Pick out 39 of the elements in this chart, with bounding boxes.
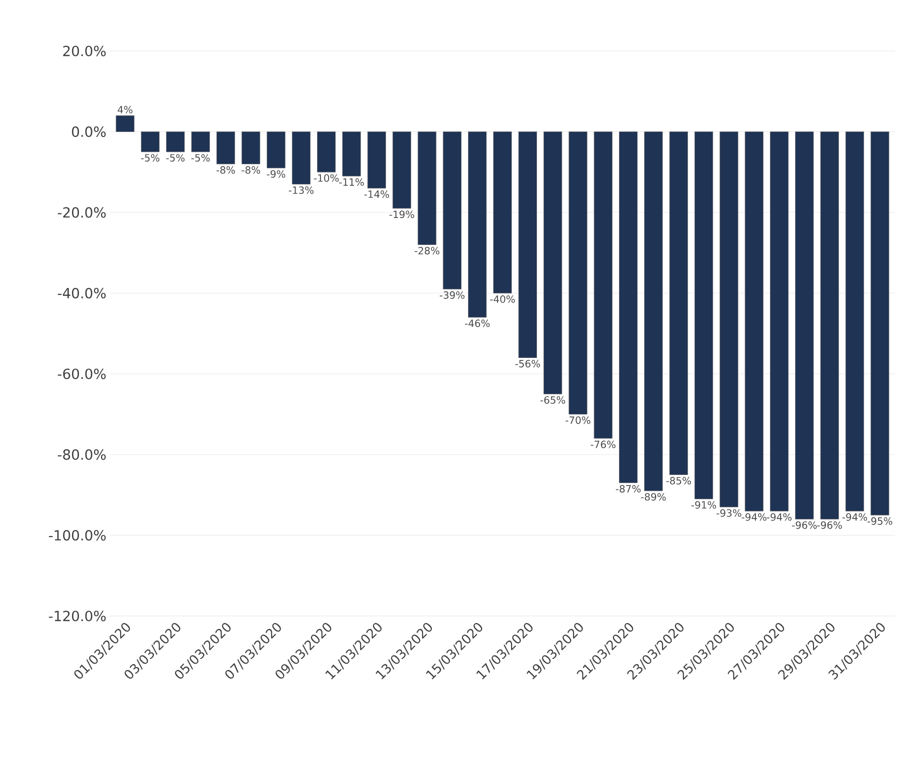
y-tick-label: -120.0%: [48, 610, 106, 622]
data-label: -40%: [490, 295, 515, 303]
y-tick-label: 0.0%: [72, 126, 106, 137]
data-label: -14%: [364, 190, 390, 198]
y-tick-label: -60.0%: [58, 368, 106, 380]
data-label: -96%: [792, 521, 817, 529]
data-label: -94%: [842, 513, 868, 521]
data-label: -65%: [540, 396, 566, 404]
data-label: -85%: [666, 476, 691, 484]
data-label: -94%: [766, 513, 792, 521]
data-label: -94%: [742, 513, 766, 521]
data-label: -28%: [414, 246, 440, 254]
data-label: -93%: [716, 509, 742, 517]
data-label: -8%: [216, 166, 235, 174]
data-label: -8%: [242, 166, 260, 174]
data-label: -56%: [515, 360, 540, 368]
data-label: -10%: [314, 174, 339, 182]
data-label: -19%: [389, 210, 414, 218]
data-label: -9%: [266, 170, 286, 178]
y-tick-label: -40.0%: [58, 288, 106, 298]
y-tick-label: -20.0%: [58, 207, 106, 218]
data-label: -70%: [566, 416, 590, 424]
data-label: -89%: [641, 493, 666, 501]
data-label: -76%: [590, 440, 616, 448]
data-label: -13%: [288, 186, 314, 194]
data-label: -11%: [339, 178, 364, 186]
data-label: -5%: [166, 154, 185, 162]
data-label: -91%: [691, 501, 716, 509]
y-tick-label: 20.0%: [63, 46, 106, 56]
data-label: 4%: [118, 106, 132, 114]
data-label: -5%: [141, 154, 160, 162]
data-label: -87%: [616, 485, 641, 493]
data-label: -95%: [868, 517, 892, 525]
y-tick-label: -100.0%: [48, 530, 106, 541]
data-label: -5%: [191, 154, 210, 162]
data-label: -46%: [464, 320, 490, 328]
data-label: -39%: [440, 291, 465, 299]
data-label: -96%: [817, 521, 842, 529]
y-tick-label: -80.0%: [58, 449, 106, 460]
